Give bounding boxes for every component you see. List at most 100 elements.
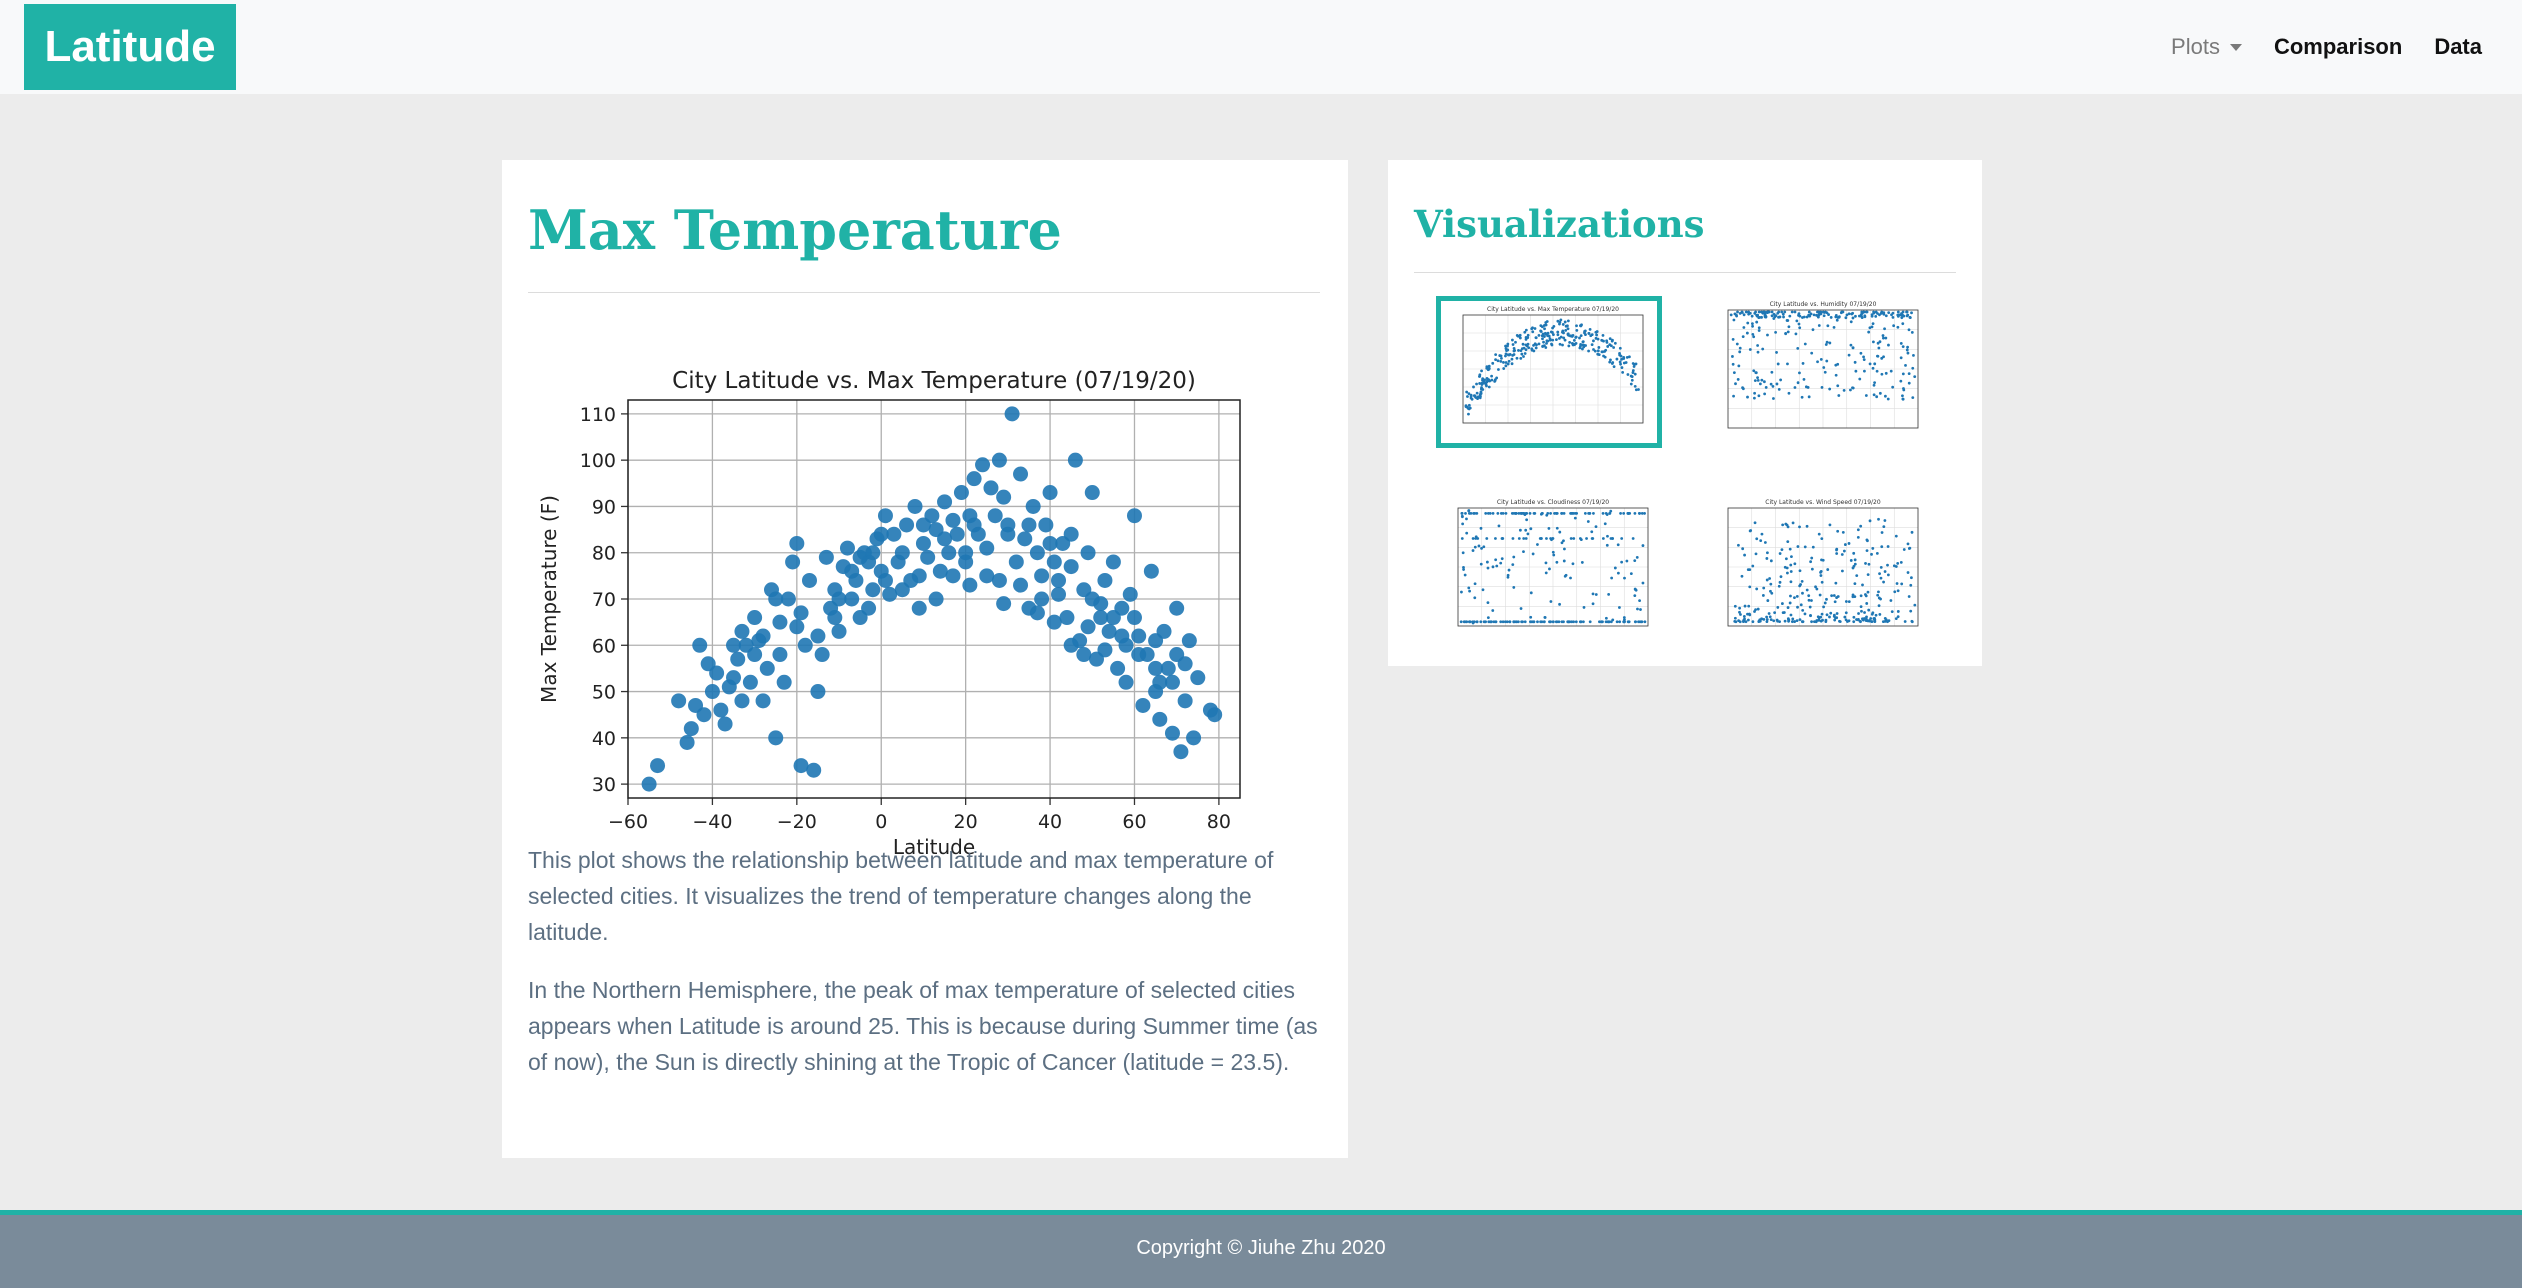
thumb-point — [1517, 349, 1520, 352]
x-axis-label: Latitude — [893, 835, 975, 859]
thumb-point — [1610, 576, 1614, 580]
thumb-point — [1527, 346, 1531, 350]
thumb-point — [1473, 596, 1477, 600]
thumb-point — [1545, 339, 1549, 343]
thumb-point — [1522, 346, 1526, 350]
thumb-point — [1543, 615, 1547, 619]
plots-dropdown[interactable]: Plots — [2155, 34, 2258, 60]
thumb-point — [1597, 346, 1601, 349]
thumb-point — [1524, 537, 1528, 540]
thumb-point — [1875, 551, 1879, 555]
scatter-point — [692, 637, 708, 653]
thumb-point — [1751, 620, 1755, 624]
thumb-point — [1733, 616, 1737, 620]
thumb-point — [1843, 615, 1847, 619]
thumb-point — [1861, 583, 1864, 587]
thumb-point — [1506, 348, 1510, 352]
thumb-point — [1906, 571, 1910, 574]
scatter-point — [1148, 633, 1164, 649]
thumb-point — [1475, 512, 1479, 515]
thumb-point — [1485, 366, 1489, 370]
thumb-point — [1506, 573, 1510, 577]
thumb-point — [1756, 607, 1760, 611]
thumb-point — [1494, 353, 1498, 357]
thumb-point — [1882, 355, 1885, 359]
thumb-point — [1812, 313, 1816, 317]
nav-comparison[interactable]: Comparison — [2273, 34, 2403, 59]
thumb-point — [1866, 590, 1870, 594]
thumb-point — [1840, 553, 1844, 556]
scatter-point — [1169, 600, 1185, 616]
thumb-point — [1548, 620, 1551, 624]
thumb-point — [1827, 313, 1830, 316]
thumb-point — [1486, 566, 1490, 570]
thumb-point — [1479, 562, 1483, 566]
thumb-point — [1461, 522, 1465, 526]
thumb-point — [1480, 386, 1483, 389]
thumb-point — [1478, 375, 1481, 378]
thumb-point — [1907, 595, 1911, 598]
thumb-point — [1859, 524, 1863, 528]
thumb-point — [1628, 355, 1631, 359]
thumb-point — [1543, 335, 1546, 338]
thumb-point — [1878, 391, 1882, 395]
scatter-point — [759, 660, 775, 676]
thumb-point — [1894, 617, 1898, 621]
thumb-point — [1876, 341, 1880, 345]
thumb-point — [1847, 542, 1851, 545]
thumb-point — [1785, 319, 1789, 322]
thumb-point — [1575, 328, 1579, 332]
nav-data[interactable]: Data — [2434, 34, 2482, 59]
thumb-point — [1552, 324, 1556, 328]
copyright-text: Copyright © Jiuhe Zhu 2020 — [1136, 1237, 1386, 1259]
thumb-point — [1468, 589, 1471, 593]
thumb-point — [1579, 343, 1583, 346]
thumb-point — [1627, 620, 1631, 624]
thumb-point — [1473, 512, 1477, 515]
thumbnail-wind-speed[interactable]: City Latitude vs. Wind Speed 07/19/20 — [1706, 494, 1932, 646]
thumb-point — [1467, 392, 1471, 395]
thumb-point — [1814, 585, 1817, 589]
thumb-point — [1820, 612, 1824, 616]
thumb-point — [1622, 356, 1626, 359]
thumb-point — [1499, 620, 1503, 624]
thumb-point — [1871, 322, 1875, 326]
thumb-point — [1514, 620, 1518, 624]
thumb-point — [1793, 596, 1796, 600]
scatter-point — [911, 600, 927, 616]
thumb-point — [1786, 362, 1789, 366]
thumb-point — [1910, 619, 1914, 623]
thumbnail-humidity[interactable]: City Latitude vs. Humidity 07/19/20 — [1706, 296, 1932, 448]
thumb-point — [1532, 512, 1536, 515]
thumb-point — [1776, 619, 1779, 623]
thumbnail-max-temperature[interactable]: City Latitude vs. Max Temperature 07/19/… — [1436, 296, 1662, 448]
thumb-point — [1500, 356, 1503, 360]
thumb-point — [1899, 356, 1903, 360]
thumb-point — [1761, 594, 1765, 597]
thumb-point — [1507, 359, 1511, 363]
thumb-point — [1588, 512, 1592, 515]
scatter-point — [1164, 725, 1180, 741]
scatter-point — [1017, 531, 1033, 547]
y-tick-label: 60 — [592, 635, 616, 657]
thumb-point — [1886, 397, 1890, 401]
thumb-point — [1835, 318, 1839, 322]
thumb-point — [1791, 617, 1795, 621]
thumb-point — [1480, 546, 1483, 550]
x-tick-label: 0 — [875, 811, 887, 833]
thumb-point — [1608, 360, 1612, 364]
thumb-point — [1864, 310, 1868, 314]
thumb-point — [1821, 618, 1824, 622]
thumb-point — [1575, 324, 1578, 328]
thumb-point — [1872, 340, 1875, 344]
thumb-point — [1779, 575, 1783, 579]
thumb-point — [1908, 315, 1912, 319]
scatter-point — [747, 610, 763, 626]
thumb-point — [1548, 337, 1552, 341]
thumbnail-cloudiness[interactable]: City Latitude vs. Cloudiness 07/19/20 — [1436, 494, 1662, 646]
brand-logo[interactable]: Latitude — [24, 4, 236, 90]
thumb-point — [1574, 335, 1578, 339]
scatter-point — [1084, 485, 1100, 501]
thumb-point — [1798, 326, 1802, 330]
thumb-point — [1641, 544, 1645, 547]
